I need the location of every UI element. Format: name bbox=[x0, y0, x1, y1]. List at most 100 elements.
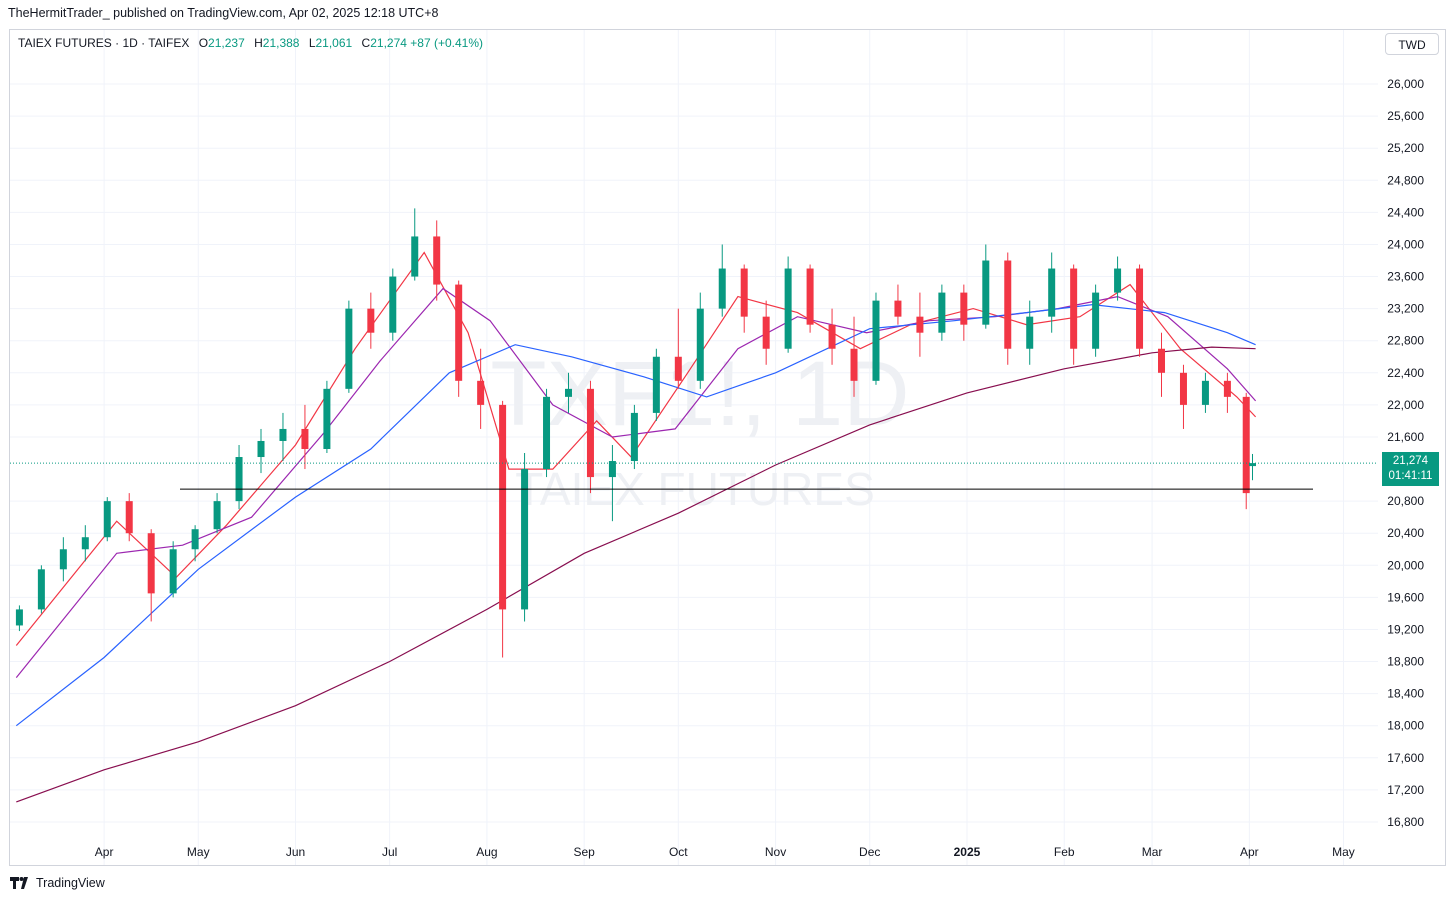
y-tick-label: 18,800 bbox=[1387, 655, 1424, 669]
candle-body bbox=[1201, 380, 1209, 405]
candle-body bbox=[674, 356, 682, 381]
candle-body bbox=[696, 308, 704, 381]
y-tick-label: 24,000 bbox=[1387, 237, 1424, 251]
candle-body bbox=[169, 549, 177, 594]
candle bbox=[1070, 264, 1078, 365]
candle-body bbox=[828, 324, 836, 349]
candle-body bbox=[806, 268, 814, 325]
y-tick-label: 19,200 bbox=[1387, 622, 1424, 636]
candle-body bbox=[762, 316, 770, 349]
support-line bbox=[10, 462, 1378, 490]
candle-body bbox=[15, 609, 23, 626]
y-tick-label: 18,000 bbox=[1387, 719, 1424, 733]
y-tick-label: 20,000 bbox=[1387, 558, 1424, 572]
x-tick-label: Sep bbox=[574, 845, 596, 859]
y-tick-label: 18,400 bbox=[1387, 687, 1424, 701]
candle bbox=[718, 244, 726, 317]
symbol-name: TAIEX FUTURES · 1D · TAIFEX bbox=[18, 36, 190, 50]
candle bbox=[15, 605, 23, 632]
candle-body bbox=[367, 308, 375, 333]
x-tick-label: Oct bbox=[669, 845, 688, 859]
candle bbox=[59, 537, 67, 582]
y-tick-label: 20,800 bbox=[1387, 494, 1424, 508]
y-tick-label: 24,400 bbox=[1387, 205, 1424, 219]
y-tick-label: 22,400 bbox=[1387, 366, 1424, 380]
close-value: 21,274 bbox=[370, 36, 407, 50]
candle-body bbox=[455, 284, 463, 381]
candle bbox=[543, 388, 551, 478]
candle bbox=[169, 541, 177, 598]
moving-average-4 bbox=[16, 346, 1256, 803]
candle-body bbox=[499, 404, 507, 610]
candle bbox=[125, 493, 133, 542]
candle bbox=[806, 264, 814, 333]
y-tick-label: 21,600 bbox=[1387, 430, 1424, 444]
candle-body bbox=[916, 316, 924, 333]
candle-body bbox=[586, 388, 594, 478]
candle bbox=[235, 444, 243, 510]
time-axis: Apr May Jun Jul Aug Sep Oct Nov Dec 2025 Feb Mar Apr… bbox=[95, 845, 1355, 859]
candle-body bbox=[1070, 268, 1078, 349]
candle bbox=[828, 308, 836, 365]
candle-body bbox=[323, 388, 331, 449]
open-label: O bbox=[198, 36, 209, 50]
candle-body bbox=[1114, 268, 1122, 293]
chart-frame bbox=[9, 29, 1446, 866]
candle bbox=[191, 525, 199, 562]
candle bbox=[1248, 453, 1256, 481]
y-tick-label: 22,000 bbox=[1387, 398, 1424, 412]
candle bbox=[982, 244, 990, 329]
candle bbox=[674, 308, 682, 389]
candle bbox=[894, 284, 902, 325]
candle-body bbox=[411, 236, 419, 277]
x-tick-label: Mar bbox=[1142, 845, 1163, 859]
close-label: C bbox=[361, 36, 371, 50]
y-tick-label: 25,600 bbox=[1387, 109, 1424, 123]
candle-body bbox=[652, 356, 660, 413]
candle bbox=[37, 565, 45, 614]
candle bbox=[1114, 256, 1122, 301]
candle bbox=[455, 280, 463, 397]
candle bbox=[257, 428, 265, 474]
candles bbox=[15, 208, 1256, 658]
y-tick-label: 19,600 bbox=[1387, 590, 1424, 604]
candle bbox=[411, 208, 419, 281]
candle bbox=[433, 220, 441, 301]
price-axis: 26,000 25,600 25,200 24,800 24,400 24,000 23,6… bbox=[1387, 77, 1424, 829]
candle bbox=[1004, 252, 1012, 365]
currency-badge[interactable]: TWD bbox=[1385, 33, 1439, 55]
candle-body bbox=[103, 501, 111, 538]
candle bbox=[938, 284, 946, 341]
low-value: 21,061 bbox=[315, 36, 353, 50]
candle bbox=[213, 493, 221, 534]
last-price: 21,274 bbox=[1392, 455, 1429, 467]
candle-body bbox=[1223, 380, 1231, 397]
candle-body bbox=[1048, 268, 1056, 317]
candle bbox=[499, 400, 507, 658]
change-value: +87 (+0.41%) bbox=[410, 36, 483, 50]
candle-body bbox=[257, 440, 265, 458]
candle-body bbox=[608, 461, 616, 478]
candle bbox=[960, 284, 968, 341]
candle-body bbox=[784, 268, 792, 349]
candle-body bbox=[850, 348, 858, 381]
y-tick-label: 17,200 bbox=[1387, 783, 1424, 797]
candle bbox=[301, 404, 309, 470]
candle bbox=[345, 300, 353, 393]
candle bbox=[279, 412, 287, 462]
x-tick-label: 2025 bbox=[954, 845, 981, 859]
bar-countdown: 01:41:11 bbox=[1388, 470, 1433, 482]
candle-body bbox=[389, 276, 397, 333]
candle bbox=[521, 453, 529, 622]
x-tick-label: Apr bbox=[1240, 845, 1259, 859]
candle bbox=[1026, 300, 1034, 365]
footer-brand[interactable]: TradingView bbox=[10, 876, 105, 890]
candle-body bbox=[894, 300, 902, 317]
candle-body bbox=[1004, 260, 1012, 349]
x-tick-label: May bbox=[1332, 845, 1355, 859]
candle-body bbox=[125, 501, 133, 534]
y-tick-label: 25,200 bbox=[1387, 141, 1424, 155]
footer-brand-label: TradingView bbox=[36, 876, 105, 890]
symbol-legend: TAIEX FUTURES · 1D · TAIFEX O21,237 H21,… bbox=[18, 36, 483, 50]
